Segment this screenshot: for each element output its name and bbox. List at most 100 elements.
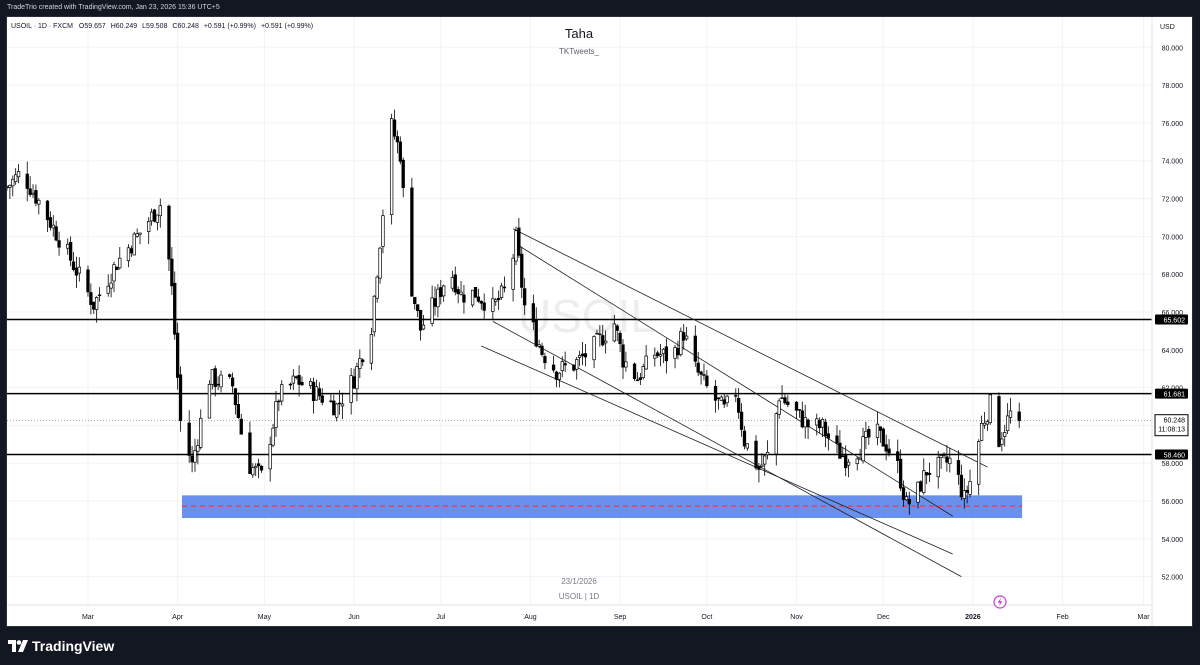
candle-body	[577, 355, 582, 358]
chart-panel[interactable]: USOIL 52.00054.00056.00058.00060.00062.0…	[5, 16, 1193, 627]
caption-symbol: USOIL | 1D	[559, 592, 600, 601]
candle-body	[537, 344, 541, 347]
candle-body	[572, 364, 576, 371]
candle-body	[901, 487, 906, 500]
candle-body	[271, 427, 275, 446]
candle-body	[213, 368, 217, 387]
price-tick-label: 78.000	[1162, 83, 1184, 90]
candle-body	[734, 395, 738, 397]
candle-body	[158, 205, 162, 217]
candle-body	[369, 334, 374, 364]
candle-body	[679, 331, 683, 355]
channel-layer	[481, 228, 988, 577]
candle-body	[653, 354, 657, 359]
price-tick-label: 64.000	[1162, 348, 1184, 355]
chart-title: Taha	[565, 26, 594, 41]
price-axis[interactable]: 52.00054.00056.00058.00060.00062.00064.0…	[1154, 45, 1189, 582]
time-tick-label: Nov	[790, 614, 803, 621]
candle-body	[173, 282, 177, 335]
candle-body	[745, 443, 750, 449]
candle-body	[823, 421, 828, 436]
candle-body	[470, 289, 475, 306]
candle-body	[757, 466, 761, 470]
price-tick-label: 68.000	[1162, 272, 1184, 279]
time-tick-label: Dec	[877, 614, 890, 621]
time-tick-label: Oct	[701, 614, 712, 621]
candle-body	[794, 401, 799, 411]
legend-open: O59.657	[79, 23, 106, 30]
candle-body	[815, 418, 819, 426]
candle-body	[719, 396, 723, 401]
channel-line[interactable]	[515, 243, 953, 517]
candle-body	[92, 301, 96, 310]
candle-body	[309, 381, 313, 387]
candle-body	[450, 277, 455, 289]
time-tick-label: 2026	[965, 614, 981, 621]
candle-body	[656, 352, 660, 356]
candle-body	[846, 461, 851, 466]
candle-body	[259, 465, 264, 471]
candle-body	[430, 297, 434, 324]
channel-line[interactable]	[492, 321, 962, 577]
candle-body	[800, 410, 804, 428]
candle-body	[482, 302, 486, 311]
candle-body	[705, 375, 709, 387]
watermark-bar: TradeTrio created with TradingView.com, …	[0, 0, 1200, 16]
candle-body	[473, 287, 478, 298]
price-level-tag	[1155, 449, 1188, 460]
candle-body	[664, 346, 669, 362]
candle-body	[1000, 438, 1004, 445]
time-tick-label: Jul	[436, 614, 445, 621]
candle-body	[16, 171, 21, 178]
candle-body	[274, 401, 278, 428]
candle-body	[919, 481, 923, 492]
time-tick-label: Apr	[172, 614, 184, 621]
lightning-icon[interactable]	[993, 595, 1007, 609]
support-zone[interactable]	[181, 495, 1023, 519]
candle-body	[413, 296, 417, 305]
candle-body	[320, 395, 324, 403]
time-axis[interactable]: Mar Apr May Jun Jul Aug Sep Oct Nov Dec 2026 Feb Mar	[82, 614, 1150, 621]
candle-body	[841, 455, 845, 458]
candle-body	[14, 174, 18, 183]
candle-body	[288, 383, 293, 386]
candle-body	[68, 241, 73, 261]
candle-body	[684, 335, 689, 340]
candle-body	[268, 443, 272, 470]
candle-body	[135, 233, 139, 237]
candle-body	[632, 363, 637, 379]
candle-body	[155, 214, 160, 223]
time-tick-label: Sep	[614, 614, 627, 621]
candlestick-chart[interactable]: USOIL 52.00054.00056.00058.00060.00062.0…	[5, 17, 1192, 626]
candle-body	[175, 332, 180, 378]
candle-body	[942, 453, 946, 456]
chart-subtitle: TKTweets_	[559, 47, 600, 56]
legend-low: L59.508	[142, 23, 167, 30]
price-level-tag-label: 61.681	[1164, 392, 1186, 399]
channel-line[interactable]	[512, 228, 988, 468]
candle-body	[311, 381, 316, 402]
candle-body	[635, 379, 640, 382]
candle-body	[337, 402, 342, 405]
candle-body	[878, 426, 883, 431]
price-tick-label: 66.000	[1162, 310, 1184, 317]
candle-countdown-label: 11:08:13	[1158, 427, 1185, 434]
candle-body	[956, 460, 961, 475]
candle-body	[864, 430, 868, 438]
candle-body	[699, 371, 703, 375]
candle-body	[421, 324, 426, 330]
candle-body	[826, 433, 830, 439]
candle-body	[557, 372, 562, 380]
candle-body	[147, 221, 151, 232]
channel-line[interactable]	[481, 345, 953, 555]
candle-body	[968, 481, 972, 495]
candle-body	[66, 243, 70, 249]
time-tick-label: May	[258, 614, 272, 621]
candle-body	[560, 361, 564, 371]
candle-body	[1005, 415, 1010, 432]
candle-body	[867, 429, 871, 438]
tradingview-logo[interactable]: TradingView	[8, 638, 114, 654]
legend: USOIL · 1D · FXCM O59.657 H60.249 L59.50…	[11, 23, 313, 30]
price-level-tag-label: 58.460	[1164, 453, 1186, 460]
time-tick-label: Aug	[524, 614, 537, 621]
